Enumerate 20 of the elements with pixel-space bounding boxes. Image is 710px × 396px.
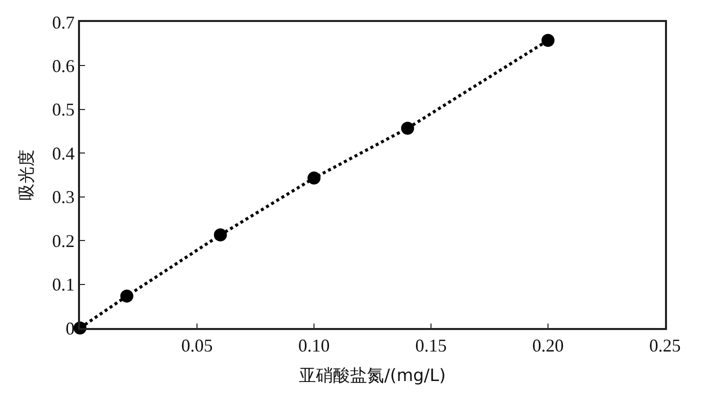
y-tick-label: 0.5 [52,100,75,120]
y-tick-label: 0.4 [52,143,75,164]
y-tick-label: 0.6 [52,56,75,76]
x-tick-label: 0.20 [532,335,564,356]
point [401,122,414,135]
y-tick-label: 0.3 [52,187,75,208]
x-axis-title: 亚硝酸盐氮/(mg/L) [299,366,446,386]
y-tick-label: 0.1 [52,274,75,295]
point [308,172,320,185]
point [214,228,227,242]
x-tick-label: 0.10 [298,335,330,356]
point [542,34,554,47]
y-tick-label: 0 [66,318,75,338]
y-axis-title: 吸光度 [17,150,38,200]
x-tick-label: 0.05 [181,335,213,356]
y-tick-label: 0.7 [52,12,75,32]
x-tick-label: 0.25 [649,335,681,356]
y-tick-label: 0.2 [52,230,75,251]
x-tick-label: 0.15 [415,335,447,356]
point [120,290,134,303]
